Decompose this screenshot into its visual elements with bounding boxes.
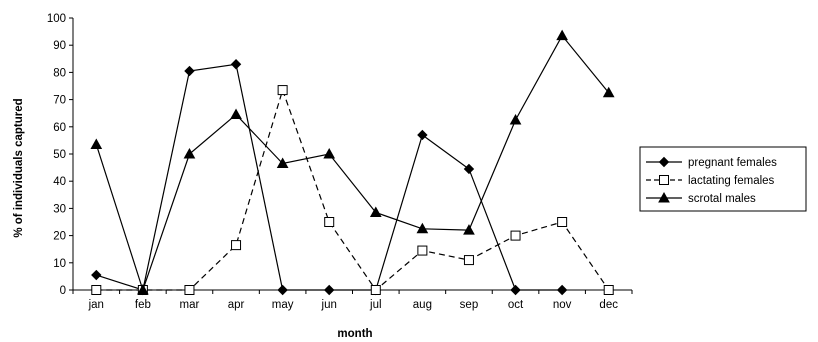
x-axis-ticks: jan feb mar apr may jun jul aug sep oct nov dec — [72, 290, 633, 311]
data-point-triangle — [137, 283, 149, 295]
data-point-square — [417, 245, 428, 256]
legend-label: pregnant females — [688, 157, 777, 169]
x-tick-label: oct — [508, 299, 524, 311]
y-axis-ticks: 0 10 20 30 40 50 60 70 80 90 100 — [47, 13, 73, 297]
legend-item: lactating females — [646, 175, 775, 187]
data-point-triangle — [276, 157, 289, 169]
y-tick-label: 0 — [60, 285, 66, 297]
y-tick-label: 40 — [53, 176, 66, 188]
series-layer — [90, 29, 615, 296]
x-tick-label: aug — [413, 299, 432, 311]
y-tick-label: 90 — [53, 40, 66, 52]
data-point-square — [184, 285, 195, 295]
legend-label: lactating females — [688, 175, 775, 187]
y-tick-label: 60 — [53, 122, 66, 134]
x-axis-title: month — [337, 328, 372, 340]
data-point-triangle — [90, 138, 103, 149]
data-point-diamond — [556, 284, 568, 296]
legend-item: pregnant females — [646, 156, 777, 169]
data-point-square — [370, 285, 381, 295]
x-tick-label: jul — [369, 299, 382, 311]
y-tick-label: 80 — [53, 67, 66, 79]
legend-items: pregnant females lactating females scrotal… — [646, 156, 777, 205]
data-point-diamond — [277, 284, 288, 296]
data-point-triangle — [658, 191, 670, 203]
plot-area: 0 10 20 30 40 50 60 70 80 90 100 jan feb mar apr may ju… — [47, 13, 633, 311]
data-point-square — [277, 85, 288, 96]
data-point-diamond — [230, 59, 242, 70]
x-tick-label: apr — [228, 299, 245, 311]
y-tick-label: 30 — [53, 203, 66, 215]
series-line — [96, 88, 610, 291]
y-tick-label: 10 — [53, 258, 66, 270]
x-tick-label: dec — [599, 299, 618, 311]
data-point-square — [603, 285, 614, 295]
x-tick-label: jan — [88, 299, 104, 311]
data-point-diamond — [417, 129, 428, 141]
y-tick-label: 70 — [53, 95, 66, 107]
x-tick-label: mar — [180, 299, 200, 311]
x-tick-label: may — [272, 299, 294, 311]
data-point-square — [324, 217, 335, 227]
data-point-triangle — [323, 147, 336, 159]
data-point-triangle — [230, 108, 242, 120]
x-tick-label: sep — [460, 299, 479, 311]
y-axis-title: % of individuals captured — [13, 98, 25, 237]
data-point-diamond — [184, 65, 195, 77]
data-point-triangle — [369, 206, 382, 217]
data-point-square — [557, 217, 568, 227]
legend-label: scrotal males — [688, 193, 756, 205]
data-point-diamond — [658, 156, 670, 168]
data-point-diamond — [510, 284, 521, 296]
data-point-diamond — [463, 163, 475, 175]
data-point-triangle — [602, 86, 615, 98]
data-point-square — [659, 175, 669, 185]
series-pregnant-females — [91, 59, 568, 296]
data-point-square — [91, 285, 102, 295]
y-tick-label: 100 — [47, 13, 66, 25]
data-point-square — [231, 240, 242, 251]
data-point-triangle — [416, 222, 429, 234]
data-point-triangle — [556, 29, 568, 41]
x-tick-label: jun — [321, 299, 337, 311]
y-tick-label: 50 — [53, 149, 66, 161]
x-tick-label: feb — [135, 299, 151, 311]
data-point-triangle — [183, 147, 196, 159]
data-point-triangle — [463, 224, 475, 235]
legend: pregnant females lactating females scrotal… — [639, 146, 807, 212]
data-point-square — [463, 255, 474, 266]
x-tick-label: nov — [553, 299, 572, 311]
series-line — [95, 34, 610, 292]
data-point-triangle — [509, 113, 522, 125]
y-tick-label: 20 — [53, 231, 66, 243]
series-line — [96, 63, 563, 291]
data-point-diamond — [324, 284, 335, 296]
legend-item: scrotal males — [646, 191, 756, 205]
series-scrotal-males — [90, 29, 615, 295]
data-point-square — [510, 230, 521, 241]
data-point-diamond — [91, 269, 102, 281]
series-lactating-females — [91, 85, 614, 295]
